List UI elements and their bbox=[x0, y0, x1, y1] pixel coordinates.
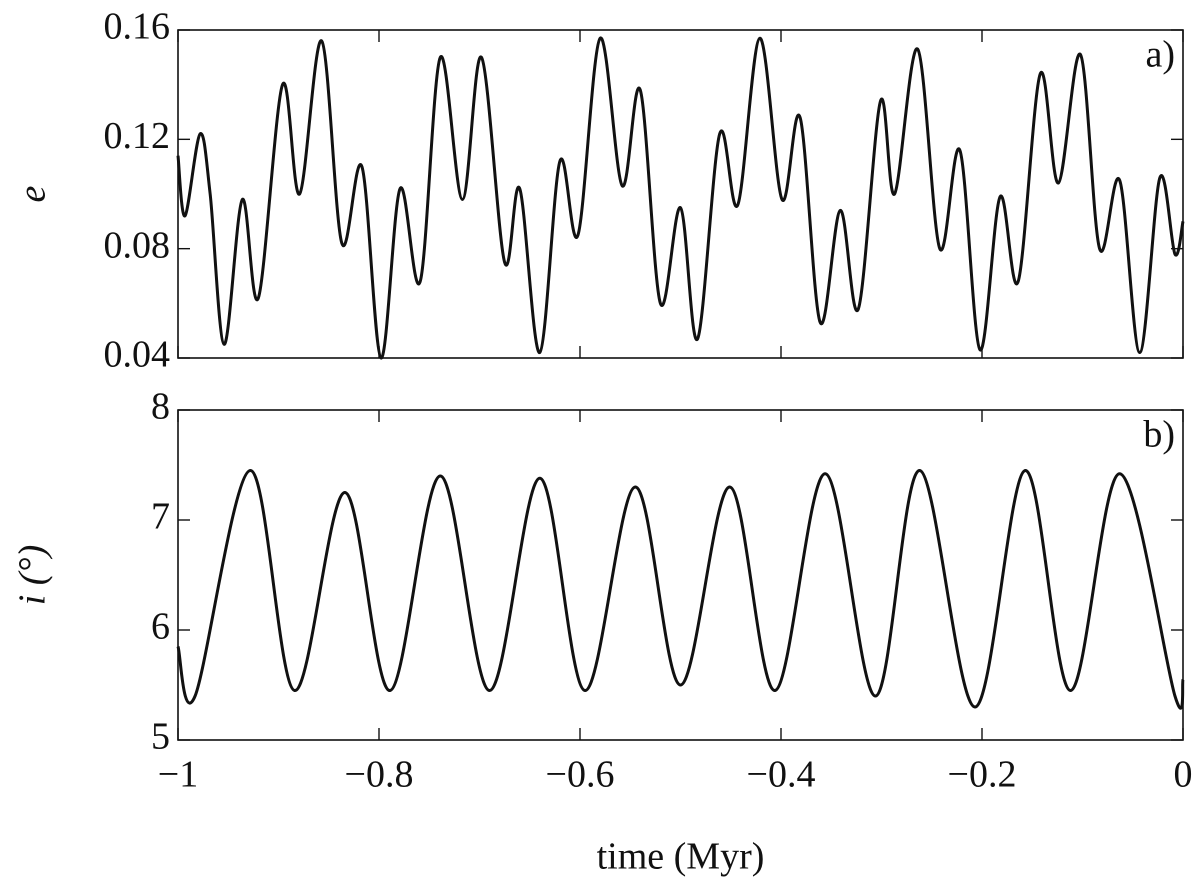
plot-frame bbox=[177, 29, 1184, 359]
x-tick-label: −0.4 bbox=[747, 754, 816, 796]
x-tick-label: −0.2 bbox=[948, 754, 1017, 796]
y-tick-label: 8 bbox=[151, 386, 170, 428]
y-tick-label: 5 bbox=[151, 716, 170, 758]
panel-label: b) bbox=[1143, 414, 1175, 456]
y-tick-label: 0.08 bbox=[104, 224, 171, 266]
x-tick-label: 0 bbox=[1174, 754, 1193, 796]
y-tick-label: 6 bbox=[151, 606, 170, 648]
panel-label: a) bbox=[1145, 34, 1175, 76]
y-tick-label: 0.16 bbox=[104, 6, 171, 48]
y-tick-label: 0.12 bbox=[104, 115, 171, 157]
data-line bbox=[176, 468, 1185, 710]
x-axis-label: time (Myr) bbox=[597, 836, 765, 878]
x-tick-label: −0.6 bbox=[546, 754, 615, 796]
x-tick-label: −1 bbox=[158, 754, 198, 796]
y-axis-label: i (°) bbox=[12, 545, 54, 606]
y-tick-label: 0.04 bbox=[104, 334, 171, 376]
y-axis-label: e bbox=[12, 185, 54, 202]
y-tick-label: 7 bbox=[151, 496, 170, 538]
plot-frame bbox=[177, 409, 1184, 741]
data-line bbox=[176, 36, 1185, 360]
x-tick-label: −0.8 bbox=[345, 754, 414, 796]
